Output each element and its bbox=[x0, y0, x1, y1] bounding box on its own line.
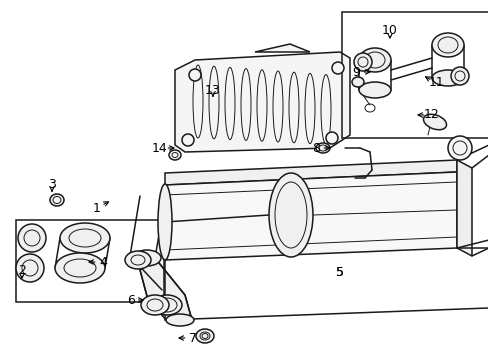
Ellipse shape bbox=[423, 114, 446, 130]
Text: 4: 4 bbox=[99, 256, 107, 269]
Ellipse shape bbox=[447, 136, 471, 160]
Ellipse shape bbox=[169, 150, 181, 160]
Ellipse shape bbox=[358, 82, 390, 98]
Text: 13: 13 bbox=[204, 84, 221, 96]
Bar bbox=[341, 12, 488, 138]
Ellipse shape bbox=[431, 70, 463, 86]
Ellipse shape bbox=[431, 33, 463, 57]
Text: 14: 14 bbox=[152, 141, 167, 154]
Ellipse shape bbox=[353, 53, 371, 71]
Polygon shape bbox=[456, 160, 471, 256]
Ellipse shape bbox=[182, 134, 194, 146]
Ellipse shape bbox=[450, 67, 468, 85]
Text: 10: 10 bbox=[381, 23, 397, 36]
Text: 8: 8 bbox=[311, 141, 319, 154]
Ellipse shape bbox=[125, 251, 151, 269]
Ellipse shape bbox=[16, 254, 44, 282]
Text: 12: 12 bbox=[423, 108, 439, 122]
Ellipse shape bbox=[351, 77, 363, 87]
Text: 11: 11 bbox=[428, 77, 444, 90]
Text: 5: 5 bbox=[335, 266, 343, 279]
Ellipse shape bbox=[196, 329, 214, 343]
Ellipse shape bbox=[55, 253, 105, 283]
Ellipse shape bbox=[60, 223, 110, 253]
Ellipse shape bbox=[158, 184, 172, 260]
Polygon shape bbox=[164, 172, 456, 260]
Polygon shape bbox=[140, 258, 192, 322]
Ellipse shape bbox=[268, 173, 312, 257]
Text: 3: 3 bbox=[48, 179, 56, 192]
Ellipse shape bbox=[18, 224, 46, 252]
Text: 9: 9 bbox=[351, 66, 359, 78]
Text: 6: 6 bbox=[127, 293, 135, 306]
Polygon shape bbox=[254, 44, 309, 52]
Ellipse shape bbox=[189, 69, 201, 81]
Ellipse shape bbox=[325, 132, 337, 144]
Text: 7: 7 bbox=[189, 332, 197, 345]
Ellipse shape bbox=[315, 143, 329, 153]
Polygon shape bbox=[164, 160, 456, 185]
Text: 2: 2 bbox=[18, 264, 26, 276]
Polygon shape bbox=[175, 52, 349, 152]
Ellipse shape bbox=[358, 48, 390, 72]
Ellipse shape bbox=[141, 295, 169, 315]
Ellipse shape bbox=[331, 62, 343, 74]
Bar bbox=[16, 220, 163, 302]
Ellipse shape bbox=[133, 250, 161, 266]
Ellipse shape bbox=[165, 314, 194, 326]
Text: 5: 5 bbox=[335, 266, 343, 279]
Text: 1: 1 bbox=[93, 202, 101, 215]
Ellipse shape bbox=[50, 194, 64, 206]
Ellipse shape bbox=[152, 295, 182, 315]
